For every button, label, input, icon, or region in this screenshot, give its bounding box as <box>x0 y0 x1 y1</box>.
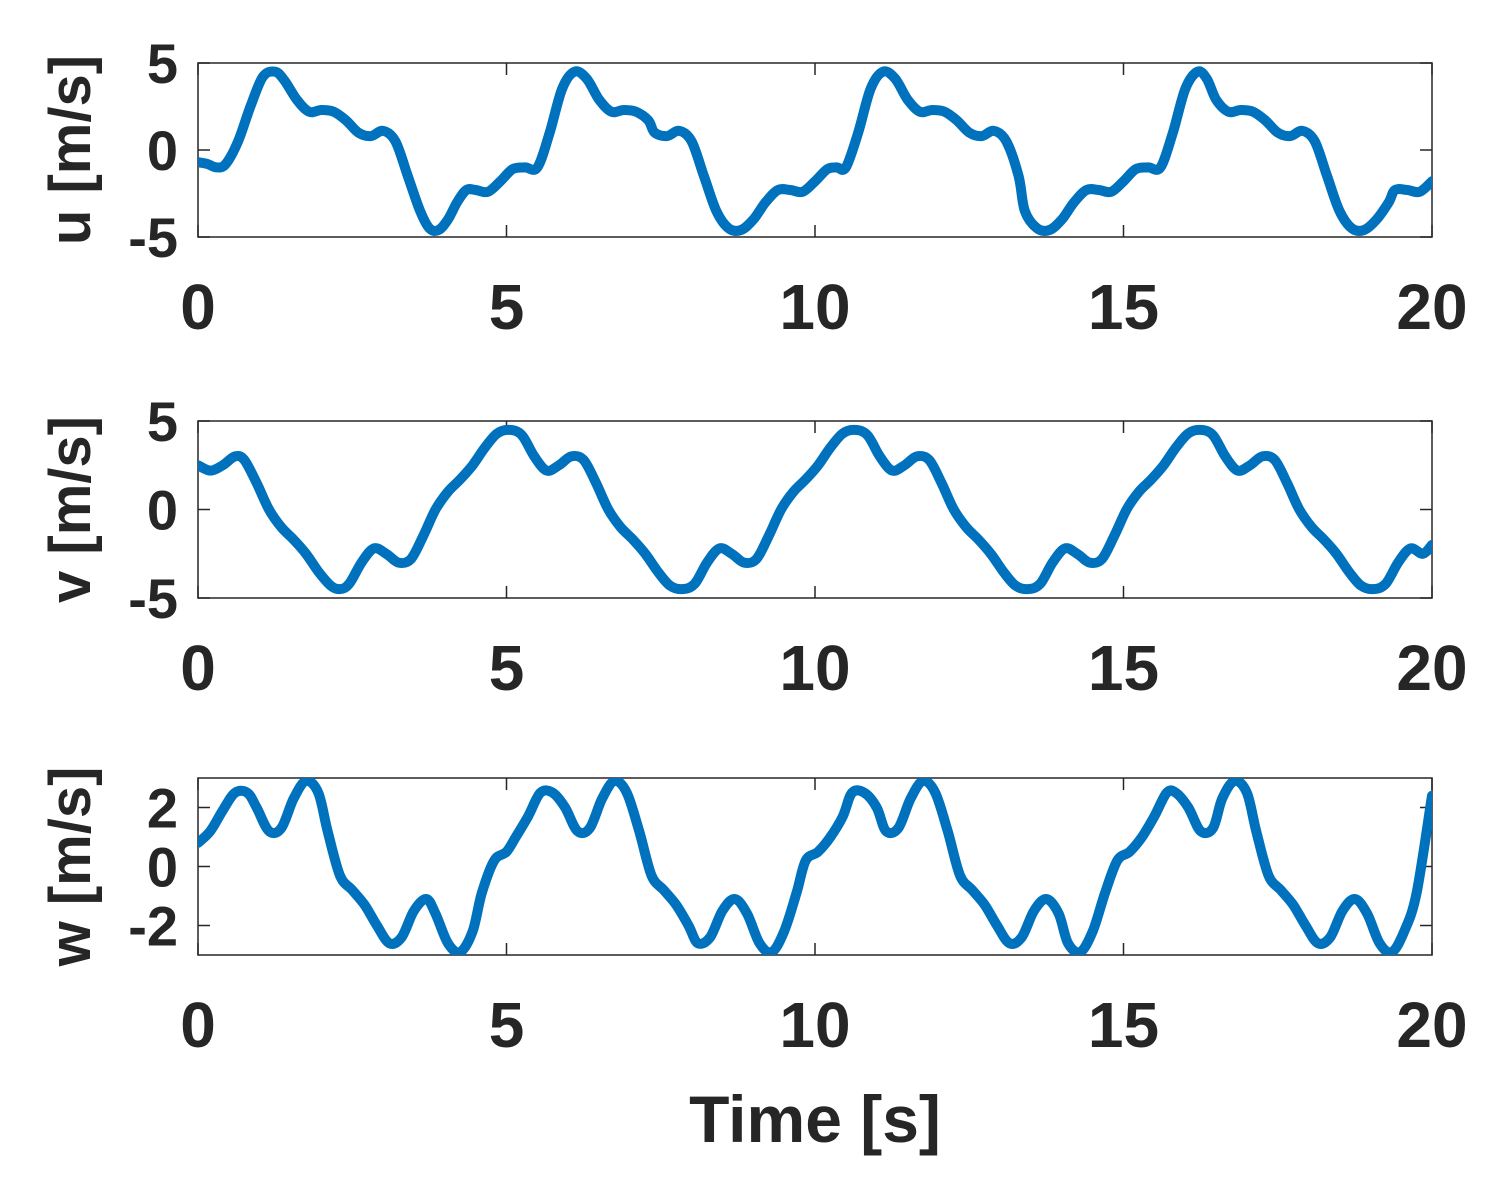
x-tick-label: 5 <box>489 989 525 1061</box>
x-axis-label: Time [s] <box>689 1082 941 1156</box>
series-line-1 <box>198 66 1432 236</box>
x-tick-label: 20 <box>1396 989 1467 1061</box>
y-tick-label: -5 <box>128 567 178 630</box>
y-axis-label: v [m/s] <box>38 416 103 603</box>
x-tick-label: 20 <box>1396 632 1467 704</box>
x-tick-label: 10 <box>779 989 850 1061</box>
x-tick-label: 5 <box>489 632 525 704</box>
y-tick-label: 2 <box>147 777 178 840</box>
x-tick-label: 0 <box>180 989 216 1061</box>
y-tick-label: 5 <box>147 390 178 453</box>
y-tick-label: 0 <box>147 119 178 182</box>
y-axis-label: u [m/s] <box>38 55 103 245</box>
x-tick-label: 20 <box>1396 271 1467 343</box>
x-tick-label: 10 <box>779 632 850 704</box>
x-tick-label: 5 <box>489 271 525 343</box>
series-line-1 <box>198 778 1432 955</box>
y-tick-label: 0 <box>147 836 178 899</box>
x-tick-label: 10 <box>779 271 850 343</box>
x-tick-label: 15 <box>1088 271 1159 343</box>
series-line-1 <box>198 424 1432 595</box>
y-tick-label: 0 <box>147 479 178 542</box>
y-tick-label: -5 <box>128 206 178 269</box>
y-tick-label: -2 <box>128 895 178 958</box>
x-tick-label: 0 <box>180 632 216 704</box>
y-axis-label: w [m/s] <box>38 767 103 968</box>
axes-box <box>197 420 1433 599</box>
x-tick-label: 0 <box>180 271 216 343</box>
axes-box <box>197 62 1433 238</box>
y-tick-label: 5 <box>147 32 178 95</box>
x-tick-label: 15 <box>1088 632 1159 704</box>
x-tick-label: 15 <box>1088 989 1159 1061</box>
